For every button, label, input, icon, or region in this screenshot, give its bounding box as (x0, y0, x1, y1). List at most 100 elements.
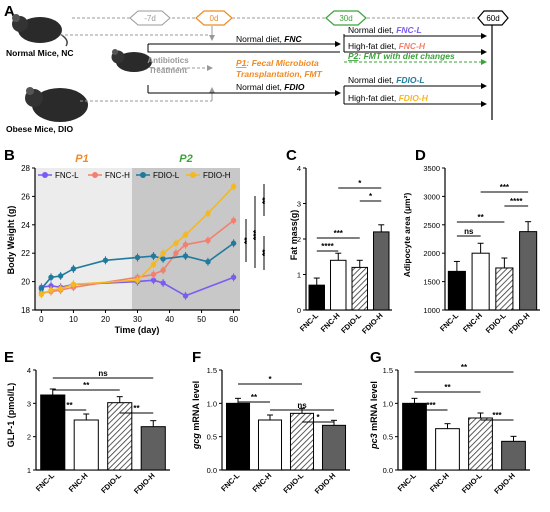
ytick-label: 1500 (423, 278, 440, 287)
panel-e-label: E (4, 349, 14, 366)
series-point-FDIO-H (134, 277, 141, 283)
panel-c-ylabel: Fat mass(g) (289, 210, 299, 261)
svg-text:***: *** (251, 229, 261, 240)
p1-line-2: Transplantation, FMT (236, 69, 323, 79)
panel-b-ytick-label: 24 (21, 221, 30, 230)
bar-FNC-L (402, 402, 427, 471)
series-point-FDIO-L (48, 274, 54, 281)
bar-FDIO-H (140, 426, 166, 471)
ytick-label: 4 (27, 366, 31, 375)
normal-mice-label: Normal Mice, NC (6, 48, 74, 58)
bar-FDIO-L (468, 417, 493, 471)
sig-label: ** (478, 213, 485, 222)
ytick-label: 0.5 (207, 433, 217, 442)
antibiotics-label-1: Antibiotics (147, 56, 189, 65)
bar-FDIO-H (519, 231, 538, 311)
bar-FNC-L (225, 402, 251, 471)
bar-category-label: FNC-H (461, 311, 484, 334)
out-fncl-label: Normal diet, FNC-L (348, 25, 422, 35)
panel-b-ytick-label: 18 (21, 306, 30, 315)
ytick-label: 1.0 (207, 399, 217, 408)
ytick-label: 3 (27, 399, 31, 408)
series-point-FNC-L (150, 277, 157, 283)
ytick-label: 1.5 (383, 366, 393, 375)
sig-label: ** (251, 393, 258, 402)
series-point-FDIO-H (57, 286, 64, 292)
bar-FNC-L (308, 284, 325, 311)
panel-c-label: C (286, 147, 297, 164)
series-point-FDIO-L (205, 259, 211, 265)
bar-FDIO-L (351, 266, 368, 311)
panel-b-xtick-label: 10 (69, 315, 78, 324)
panel-g-ylabel: pc3 mRNA level (369, 381, 379, 450)
p2-label: P2: FMT with diet changes (348, 51, 455, 61)
panel-f: F gcg mRNA level 0.0 0.5 1.0 1.5 FNC-L FNC-H F… (191, 349, 350, 496)
p1-line-1: P1: Fecal Microbiota (236, 58, 319, 68)
sig-label: **** (321, 242, 334, 251)
bar-category-label: FDIO-L (484, 311, 508, 335)
panel-b-series (38, 182, 237, 300)
panel-e: E GLP-1 (pmol/L) 1 2 3 4 FNC-L FNC-H FDIO-L FDI… (4, 349, 170, 496)
series-point-FDIO-H (150, 261, 157, 268)
sig-label: ns (297, 401, 307, 410)
fdio-diet-label: Normal diet, FDIO (236, 82, 305, 92)
bar-FNC-L (447, 270, 466, 311)
series-point-FDIO-L (230, 240, 237, 246)
bar-FDIO-H (373, 231, 390, 311)
out-fdioh-label: High-fat diet, FDIO-H (348, 93, 429, 103)
sig-label: * (358, 179, 362, 188)
bar-FNC-L (40, 394, 66, 471)
bar-category-label: FNC-H (67, 471, 90, 494)
panel-f-ylabel: gcg mRNA level (191, 381, 201, 450)
sig-label: ** (444, 383, 451, 392)
day-badge-60: 60d (477, 10, 509, 26)
panel-g-label: G (370, 349, 382, 366)
series-point-FDIO-L (57, 273, 64, 279)
panel-b-ytick-label: 28 (21, 164, 30, 173)
series-point-FDIO-H (160, 250, 166, 256)
series-point-FDIO-H (48, 287, 54, 293)
series-point-FNC-H (173, 250, 179, 256)
panel-d-ylabel: Adipocyte area (μm²) (402, 193, 412, 278)
panel-a: A Normal Mice, NC Obese Mice, DIO -7d (4, 3, 509, 134)
sig-label: * (316, 413, 320, 422)
series-point-FDIO-L (70, 266, 77, 272)
normal-mouse-icon (12, 14, 68, 47)
ytick-label: 1 (27, 466, 31, 475)
series-point-FDIO-H (173, 240, 179, 246)
series-point-FDIO-L (160, 256, 166, 262)
ytick-label: 0.0 (383, 466, 393, 475)
bar-category-label: FNC-L (298, 311, 321, 334)
series-point-FNC-H (150, 271, 157, 278)
bar-category-label: FDIO-H (360, 311, 385, 336)
bar-category-label: FDIO-L (460, 471, 484, 495)
panel-f-label: F (192, 349, 201, 366)
series-point-FDIO-H (230, 183, 237, 190)
bar-category-label: FNC-L (438, 311, 461, 334)
bar-category-label: FNC-H (428, 471, 451, 494)
sig-label: ns (464, 227, 474, 236)
svg-text:**: ** (260, 197, 270, 204)
sig-label: ** (461, 363, 468, 372)
obese-mouse-icon (25, 87, 88, 122)
ytick-label: 2500 (423, 221, 440, 230)
ytick-label: 0.5 (383, 433, 393, 442)
bar-FNC-H (435, 428, 460, 471)
series-point-FDIO-L (150, 253, 157, 259)
ytick-label: 2000 (423, 249, 440, 258)
svg-text:FDIO-L: FDIO-L (153, 171, 180, 180)
svg-text:0d: 0d (210, 14, 219, 23)
svg-text:30d: 30d (339, 14, 352, 23)
series-point-FNC-H (230, 217, 237, 224)
panel-b-axes: 18 20 22 24 26 28 0 10 20 30 40 50 60 (21, 164, 238, 324)
panel-b-ytick-label: 26 (21, 192, 30, 201)
ytick-label: 3000 (423, 192, 440, 201)
bar-FDIO-L (495, 267, 514, 311)
day-badge-0: 0d (195, 10, 233, 26)
bar-category-label: FDIO-H (313, 471, 338, 496)
sig-label: ns (98, 369, 108, 378)
ytick-label: 3500 (423, 164, 440, 173)
panel-e-ylabel: GLP-1 (pmol/L) (6, 383, 16, 448)
bar-FNC-H (257, 419, 283, 471)
